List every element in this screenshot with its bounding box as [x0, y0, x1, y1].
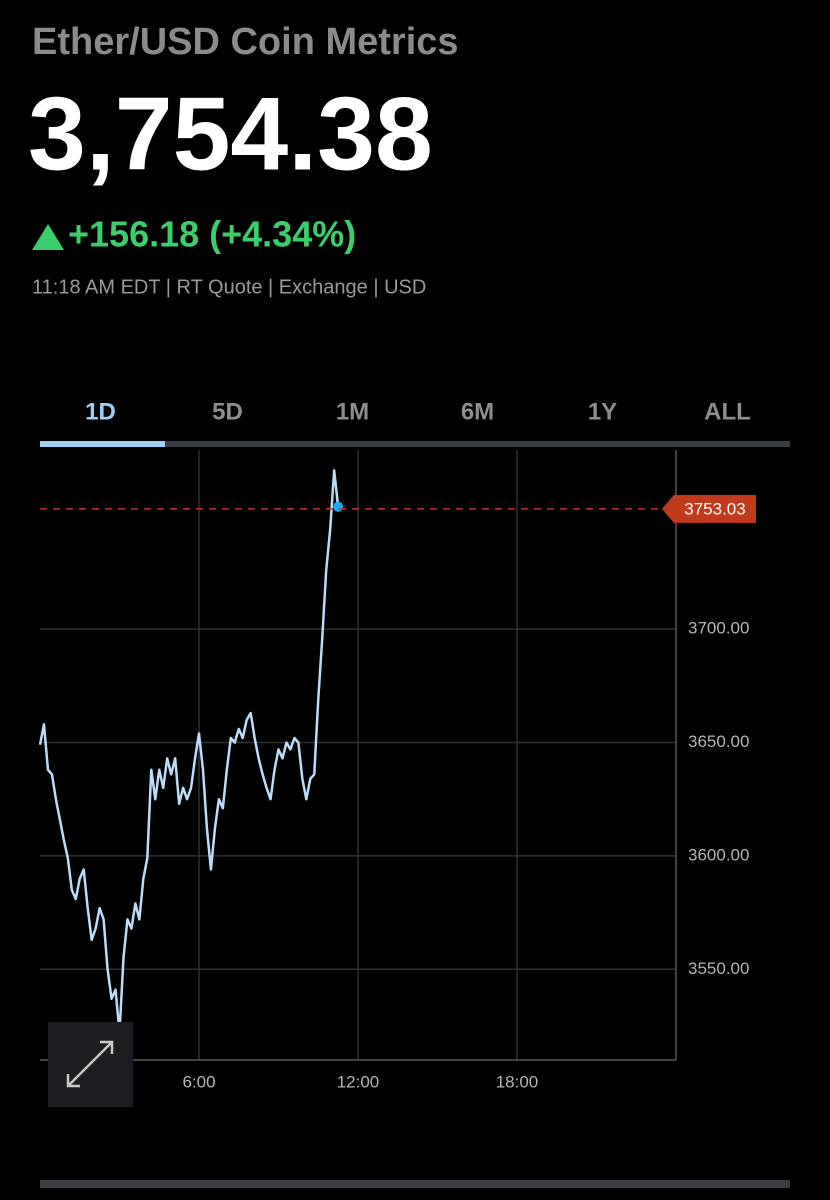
tab[interactable]: ALL: [704, 398, 751, 425]
active-tab-indicator: [40, 441, 165, 447]
plot: 3550.00 3600.00 3650.00 3700.00 6:00 12:00 18:…: [38, 450, 756, 1091]
x-tick-label: 6:00: [182, 1072, 215, 1091]
tab[interactable]: 1Y: [588, 398, 617, 425]
up-arrow: [32, 224, 64, 250]
tab[interactable]: 6M: [461, 398, 494, 425]
bottom-bar: [40, 1180, 790, 1188]
price-line: [38, 469, 340, 1035]
expand-icon: [66, 1040, 114, 1088]
range-tabs: 1D 5D 1M 6M 1Y ALL: [85, 398, 751, 425]
title: Ether/USD Coin Metrics: [32, 21, 459, 63]
tab[interactable]: 5D: [212, 398, 243, 425]
y-tick-label: 3600.00: [688, 845, 749, 864]
quote-meta: 11:18 AM EDT | RT Quote | Exchange | USD: [32, 276, 426, 298]
x-tick-label: 12:00: [337, 1072, 380, 1091]
tab[interactable]: 1D: [85, 398, 116, 425]
y-tick-label: 3550.00: [688, 959, 749, 978]
tab[interactable]: 1M: [336, 398, 369, 425]
reference-tag: [662, 494, 756, 523]
tab-track: [40, 441, 790, 447]
y-tick-label: 3650.00: [688, 732, 749, 751]
y-tick-label: 3700.00: [688, 619, 749, 638]
price: 3,754.38: [28, 76, 433, 192]
reference-label: 3753.03: [684, 499, 745, 518]
x-tick-label: 18:00: [496, 1072, 539, 1091]
last-point: [333, 501, 344, 512]
change: +156.18 (+4.34%): [68, 214, 356, 255]
